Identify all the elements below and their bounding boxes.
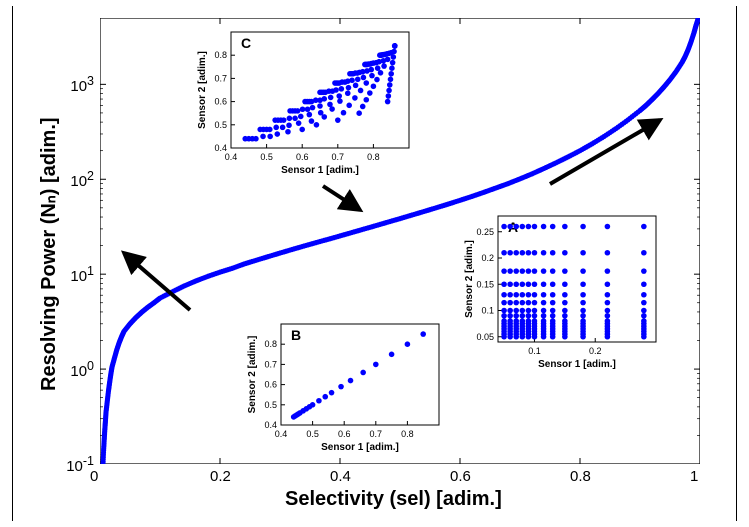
svg-text:0.2: 0.2 [589, 346, 602, 356]
svg-text:0.6: 0.6 [338, 429, 351, 439]
svg-text:Sensor 1 [adim.]: Sensor 1 [adim.] [538, 359, 616, 370]
main-ytick-label: 10-1 [66, 454, 94, 475]
main-xtick-label: 0.2 [210, 468, 231, 485]
svg-text:Sensor 2 [adim.]: Sensor 2 [adim.] [197, 51, 208, 129]
svg-text:Sensor 1 [adim.]: Sensor 1 [adim.] [321, 442, 399, 453]
inset-c: 0.4 0.5 0.6 0.7 0.8 0.4 0.5 0.6 0.7 0.8 Sensor 1 [… [195, 26, 415, 176]
figure: Selectivity (sel) [adim.] Resolving Powe… [0, 0, 749, 527]
main-xtick-label: 0.6 [450, 468, 471, 485]
svg-text:0.4: 0.4 [264, 420, 277, 430]
svg-text:0.15: 0.15 [476, 279, 494, 289]
svg-text:0.4: 0.4 [225, 152, 238, 162]
svg-text:0.7: 0.7 [370, 429, 383, 439]
main-xtick-label: 0.8 [570, 468, 591, 485]
inset-c-svg: 0.4 0.5 0.6 0.7 0.8 0.4 0.5 0.6 0.7 0.8 Sensor 1 [… [195, 26, 415, 176]
main-xtick-label: 0.4 [330, 468, 351, 485]
svg-text:0.6: 0.6 [264, 380, 277, 390]
svg-text:0.25: 0.25 [476, 227, 494, 237]
svg-text:0.6: 0.6 [296, 152, 309, 162]
svg-text:0.1: 0.1 [528, 346, 541, 356]
svg-text:B: B [291, 327, 301, 343]
main-xlabel: Selectivity (sel) [adim.] [285, 488, 502, 511]
inset-a: 0.1 0.2 0.05 0.1 0.15 0.2 0.25 Sensor 1 [adim.]… [462, 210, 662, 370]
inset-a-svg: 0.1 0.2 0.05 0.1 0.15 0.2 0.25 Sensor 1 [adim.]… [462, 210, 662, 370]
svg-text:0.4: 0.4 [214, 143, 227, 153]
main-ytick-label: 102 [70, 169, 94, 190]
svg-text:0.2: 0.2 [481, 253, 494, 263]
svg-text:0.05: 0.05 [476, 332, 494, 342]
svg-text:0.5: 0.5 [306, 429, 319, 439]
svg-text:0.7: 0.7 [264, 359, 277, 369]
main-xtick-label: 1 [690, 468, 698, 485]
svg-text:0.8: 0.8 [367, 152, 380, 162]
svg-text:0.6: 0.6 [214, 97, 227, 107]
svg-text:Sensor 2 [adim.]: Sensor 2 [adim.] [464, 240, 475, 318]
svg-text:0.7: 0.7 [214, 73, 227, 83]
svg-text:0.5: 0.5 [214, 120, 227, 130]
inset-b: 0.40.50.60.70.80.40.50.60.70.8Sensor 1 [… [245, 318, 445, 453]
main-ylabel: Resolving Power (Nₙ) [adim.] [36, 117, 61, 391]
main-ytick-label: 103 [70, 74, 94, 95]
svg-text:0.5: 0.5 [260, 152, 273, 162]
svg-text:0.8: 0.8 [401, 429, 414, 439]
svg-text:0.5: 0.5 [264, 400, 277, 410]
inset-b-svg: 0.40.50.60.70.80.40.50.60.70.8Sensor 1 [… [245, 318, 445, 453]
svg-text:0.8: 0.8 [264, 339, 277, 349]
svg-text:C: C [241, 35, 251, 51]
svg-text:0.8: 0.8 [214, 50, 227, 60]
svg-text:0.1: 0.1 [481, 306, 494, 316]
main-ytick-label: 100 [70, 359, 94, 380]
svg-text:Sensor 2 [adim.]: Sensor 2 [adim.] [247, 336, 258, 414]
main-ytick-label: 101 [70, 264, 94, 285]
svg-text:Sensor 1 [adim.]: Sensor 1 [adim.] [281, 165, 359, 176]
svg-text:0.7: 0.7 [332, 152, 345, 162]
svg-text:0.4: 0.4 [275, 429, 288, 439]
